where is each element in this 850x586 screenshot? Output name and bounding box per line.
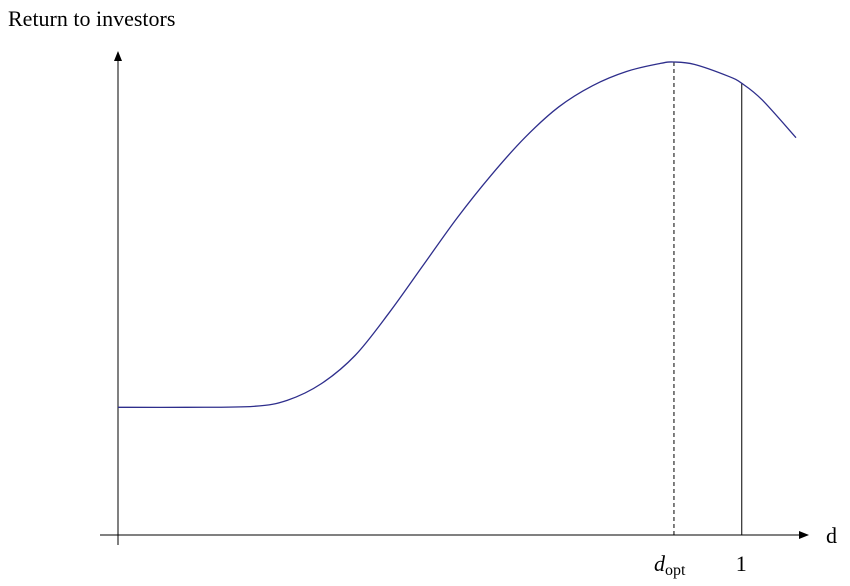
return-curve — [117, 61, 797, 409]
x-axis-label: d — [826, 523, 837, 548]
tick-label-d-opt-sub: opt — [665, 562, 686, 579]
tick-label-d-opt: dopt — [654, 551, 686, 579]
tick-label-one: 1 — [736, 551, 747, 576]
tick-label-d-opt-main: d — [654, 551, 666, 576]
y-axis-label: Return to investors — [8, 6, 175, 31]
